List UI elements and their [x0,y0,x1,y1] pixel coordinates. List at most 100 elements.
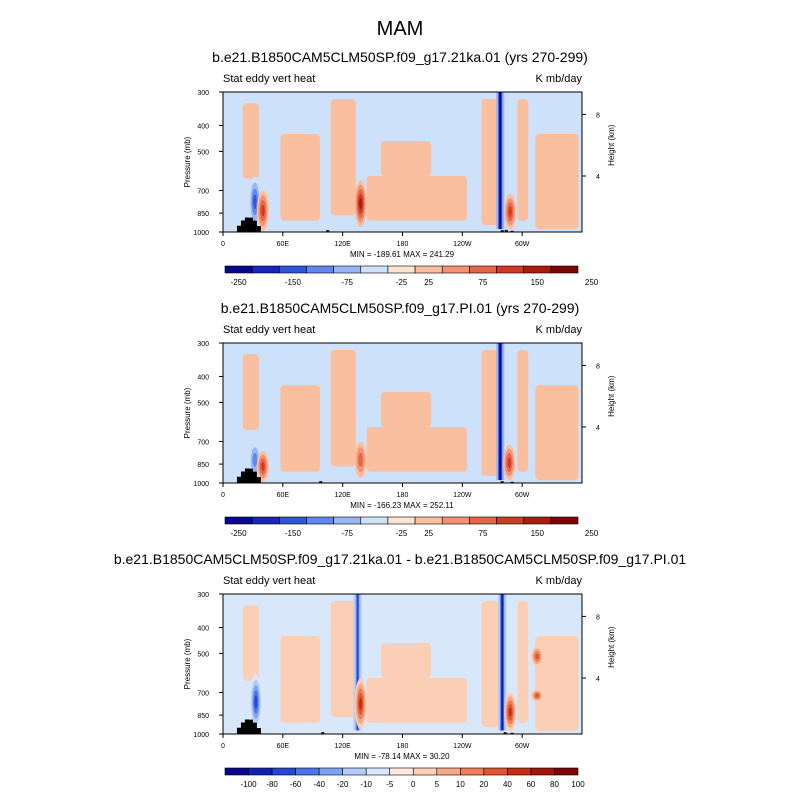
colorbar-label: -150 [285,529,302,538]
colorbar-label: -40 [313,780,325,789]
topography-block-1 [232,468,265,483]
right-tick-label: 4 [596,676,600,683]
x-tick-label: 60E [277,241,290,248]
feature-band-core-1 [499,343,502,481]
colorbar-segment-6 [360,516,389,525]
field-warm-region-3 [330,601,356,718]
field-warm-region-3 [330,99,356,216]
colorbar-segment-6 [342,767,367,776]
colorbar-label: -250 [231,529,248,538]
panel-title: b.e21.B1850CAM5CLM50SP.f09_g17.21ka.01 -… [114,551,687,567]
colorbar-label: -100 [241,780,258,789]
y-tick-label: 300 [197,341,209,348]
x-tick-label: 120E [334,492,351,499]
colorbar-label: 5 [435,780,440,789]
x-tick-label: 120W [453,492,472,499]
colorbar-label: 250 [585,278,599,287]
topography-spike-5 [510,230,514,232]
y-tick-label: 700 [197,691,209,698]
feature-core-3-level-2 [252,453,258,467]
y-tick-label: 700 [197,189,209,196]
colorbar-label: 25 [424,278,433,287]
feature-core-4-level-3 [261,204,265,217]
x-tick-label: 180 [397,492,409,499]
colorbar-segment-2 [248,767,273,776]
colorbar-segment-10 [436,767,461,776]
min-max-stats: MIN = -166.23 MAX = 252.11 [350,501,454,510]
field-warm-region-2 [280,134,320,221]
colorbar-label: 100 [571,780,585,789]
y-tick-label: 700 [197,440,209,447]
colorbar-label: 0 [411,780,416,789]
colorbar-segment-14 [530,767,555,776]
topography-spike-3 [500,481,504,483]
panel-3: b.e21.B1850CAM5CLM50SP.f09_g17.21ka.01 -… [114,551,687,789]
colorbar-segment-10 [469,265,497,274]
y-tick-label: 500 [197,400,209,407]
colorbar-segment-5 [333,516,362,525]
right-tick-label: 8 [596,112,600,119]
feature-core-3-level-3 [253,194,257,210]
topography-block-1 [232,217,265,232]
x-tick-label: 180 [397,241,409,248]
panel-title: b.e21.B1850CAM5CLM50SP.f09_g17.21ka.01 (… [212,49,588,65]
x-tick-label: 60E [277,492,290,499]
x-tick-label: 180 [397,743,409,750]
right-axis-label: Height (km) [607,626,616,668]
colorbar-segment-4 [306,516,334,525]
field-warm-region-4 [366,176,468,221]
colorbar-label: -25 [396,529,408,538]
colorbar-segment-7 [387,516,416,525]
colorbar-label: 10 [456,780,465,789]
y-tick-label: 500 [197,651,209,658]
field-warm-region-1 [242,605,259,681]
colorbar-label: 75 [479,278,488,287]
y-tick-label: 500 [197,149,209,156]
page-title: MAM [377,18,424,40]
x-tick-label: 120W [453,241,472,248]
field-warm-region-2 [280,636,320,723]
feature-core-5-level-3 [535,653,539,660]
colorbar-segment-11 [496,265,524,274]
x-tick-label: 60W [515,492,530,499]
colorbar-segment-5 [333,265,362,274]
y-axis-label: Pressure (mb) [183,638,192,689]
feature-core-2-level-4 [359,198,363,210]
colorbar-label: 150 [531,529,545,538]
colorbar-segment-13 [550,516,579,525]
topography-spike-3 [503,732,507,734]
y-tick-label: 300 [197,592,209,599]
colorbar-segment-11 [496,516,524,525]
x-tick-label: 60E [277,743,290,750]
colorbar-label: 250 [585,529,599,538]
colorbar-segment-11 [460,767,485,776]
field-warm-region-8 [535,134,579,230]
colorbar-segment-8 [414,516,443,525]
y-tick-label: 850 [197,462,209,469]
colorbar-label: -60 [290,780,302,789]
x-tick-label: 60W [515,743,530,750]
right-tick-label: 4 [596,425,600,432]
y-tick-label: 1000 [193,230,209,237]
colorbar-segment-7 [387,265,416,274]
right-axis-label: Height (km) [607,375,616,417]
right-tick-label: 8 [596,614,600,621]
colorbar-segment-7 [365,767,391,776]
colorbar-segment-1 [224,265,253,274]
x-tick-label: 0 [221,743,225,750]
feature-core-3-level-4 [359,697,363,710]
colorbar-segment-6 [360,265,389,274]
y-axis-label: Pressure (mb) [183,136,192,187]
panel-right-label: K mb/day [536,575,583,587]
colorbar-label: -150 [285,278,302,287]
panel-1: b.e21.B1850CAM5CLM50SP.f09_g17.21ka.01 (… [183,49,616,287]
colorbar-label: 150 [531,278,545,287]
panel-2: b.e21.B1850CAM5CLM50SP.f09_g17.PI.01 (yr… [183,300,616,538]
y-tick-label: 400 [197,374,209,381]
feature-core-6-level-3 [535,693,539,698]
colorbar-segment-10 [469,516,497,525]
field-warm-region-6 [481,99,500,225]
y-tick-label: 400 [197,123,209,130]
colorbar-label: -25 [396,278,408,287]
colorbar-segment-13 [507,767,532,776]
